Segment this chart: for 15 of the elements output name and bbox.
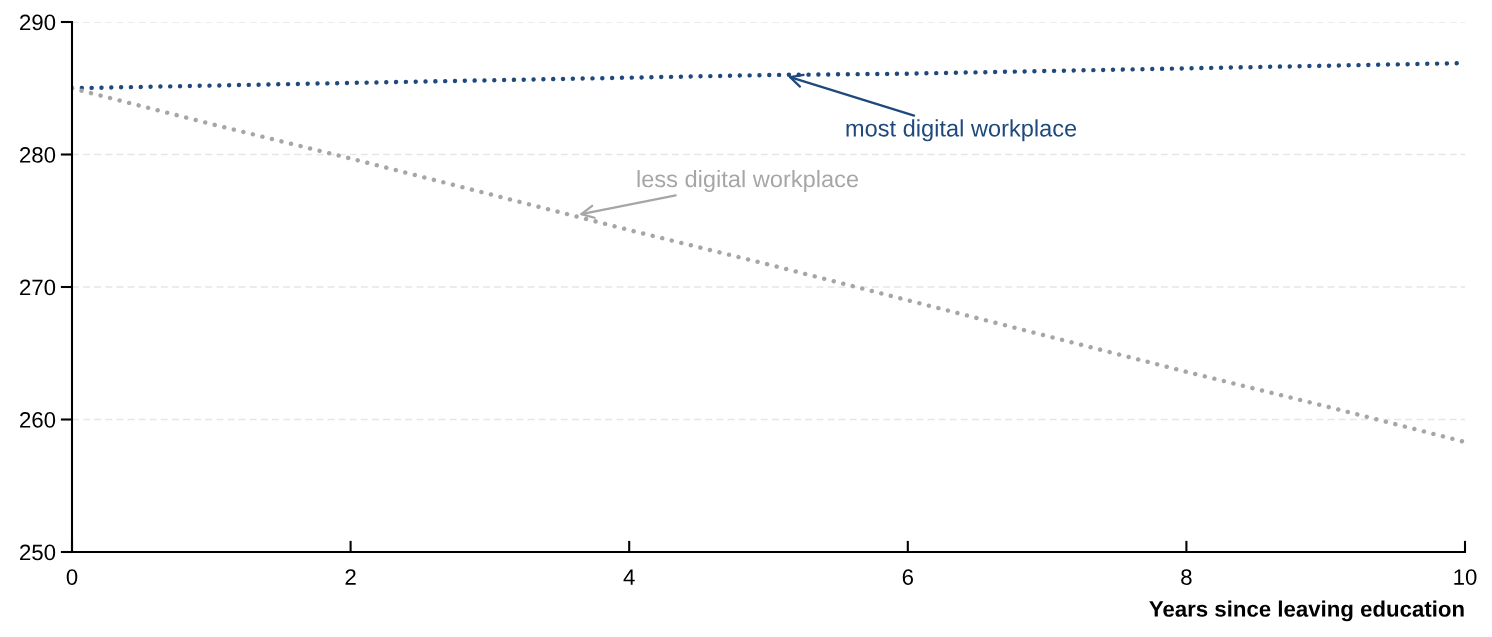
x-axis-title: Years since leaving education (1149, 600, 1464, 622)
x-tick-label: 10 (1454, 569, 1477, 585)
y-tick-label: 250 (20, 544, 56, 561)
y-tick-label: 260 (20, 412, 56, 428)
x-tick-label: 4 (623, 569, 635, 585)
series-label: most digital workplace (846, 119, 1077, 142)
x-tick-label: 2 (345, 569, 356, 585)
x-tick-label: 8 (1181, 569, 1192, 585)
y-tick-label: 290 (20, 14, 56, 31)
x-tick-label: 0 (66, 569, 78, 585)
x-tick-label: 6 (902, 569, 913, 585)
line-series (72, 86, 1465, 445)
series-label: less digital workplace (637, 169, 859, 192)
y-tick-label: 280 (20, 147, 56, 163)
y-tick-label: 270 (20, 279, 56, 296)
